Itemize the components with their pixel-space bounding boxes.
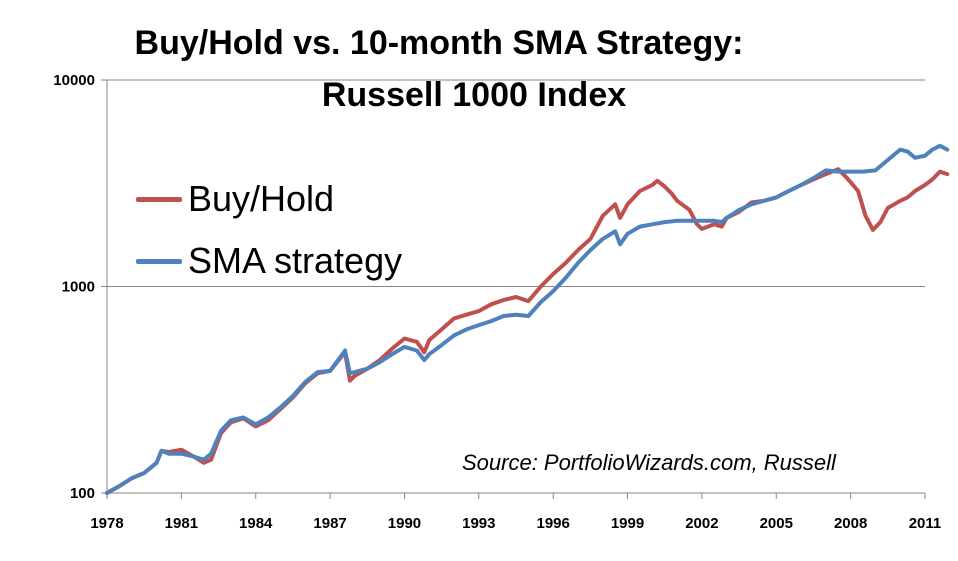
legend-label-buy-hold: Buy/Hold — [188, 178, 335, 219]
tick-labels: 100 1000 10000 1978 1981 1984 1987 1990 1993 1996… — [53, 72, 941, 532]
x-tick-label-1981: 1981 — [165, 515, 198, 532]
legend-swatch-sma — [136, 258, 182, 264]
legend-item-buy-hold: Buy/Hold — [136, 178, 334, 220]
y-tick-label-1000: 1000 — [62, 279, 95, 296]
legend-label-sma: SMA strategy — [188, 240, 403, 281]
x-tick-label-1993: 1993 — [462, 515, 495, 532]
x-tick-label-1984: 1984 — [239, 515, 273, 532]
x-tick-label-2008: 2008 — [834, 515, 867, 532]
series-line-sma — [105, 143, 950, 495]
x-tick-label-1987: 1987 — [313, 515, 346, 532]
legend-item-sma: SMA strategy — [136, 240, 402, 282]
x-tick-label-1996: 1996 — [536, 515, 569, 532]
x-tick-label-1999: 1999 — [611, 515, 644, 532]
x-tick-label-1978: 1978 — [90, 515, 123, 532]
y-tick-label-100: 100 — [70, 485, 95, 502]
chart-title-line1: Buy/Hold vs. 10-month SMA Strategy: — [134, 24, 744, 62]
x-tick-label-2011: 2011 — [909, 515, 942, 532]
source-note: Source: PortfolioWizards.com, Russell — [462, 450, 836, 475]
legend-swatch-buy-hold — [136, 196, 182, 202]
series-lines — [105, 143, 950, 495]
x-tick-label-2002: 2002 — [685, 515, 718, 532]
x-tick-label-1990: 1990 — [388, 515, 421, 532]
axes — [101, 79, 926, 499]
chart-title-line2: Russell 1000 Index — [321, 76, 627, 114]
y-tick-label-10000: 10000 — [53, 72, 95, 89]
x-tick-label-2005: 2005 — [760, 515, 793, 532]
gridlines — [107, 79, 925, 287]
